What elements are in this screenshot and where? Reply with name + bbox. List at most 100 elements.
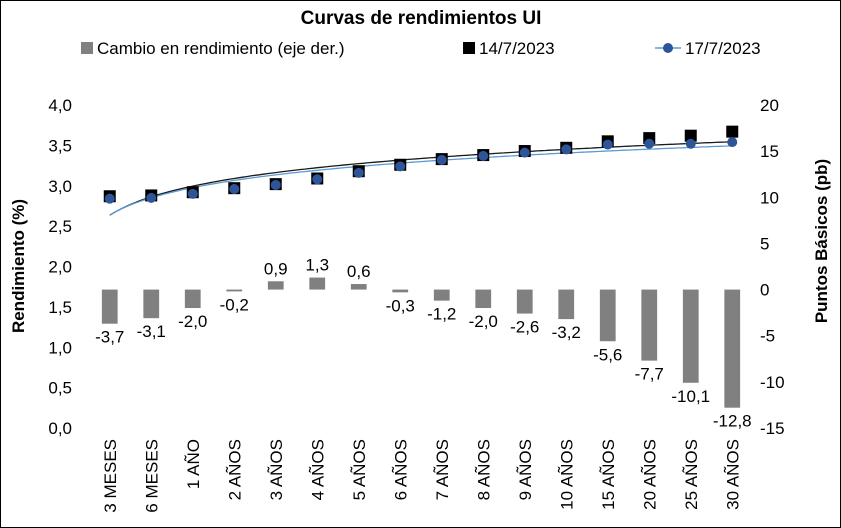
y-right-tick-label: 5	[760, 234, 769, 253]
bar	[267, 281, 284, 290]
x-category-label: 9 AÑOS	[516, 439, 535, 500]
bar	[516, 289, 533, 314]
marker-17-7	[312, 174, 323, 185]
legend-swatch-bar	[81, 42, 93, 54]
marker-17-7	[270, 179, 281, 190]
x-category-label: 6 AÑOS	[391, 439, 410, 500]
y-right-tick-label: 0	[760, 281, 769, 300]
y-left-tick-label: 3,0	[48, 177, 72, 196]
marker-17-7	[478, 150, 489, 161]
bar-data-label: 0,9	[264, 259, 288, 278]
bar-data-label: -3,7	[95, 328, 124, 347]
x-category-label: 15 AÑOS	[599, 439, 618, 510]
chart-title: Curvas de rendimientos UI	[301, 8, 542, 29]
bar-series	[101, 277, 741, 408]
bar	[641, 289, 658, 361]
marker-17-7	[395, 161, 406, 172]
y-right-tick-label: 10	[760, 188, 779, 207]
y-left-ticks: 0,0 0,5 1,0 1,5 2,0 2,5 3,0 3,5 4,0	[48, 96, 72, 438]
y-right-tick-label: 15	[760, 142, 779, 161]
bar	[475, 289, 492, 309]
legend: Cambio en rendimiento (eje der.) 14/7/20…	[81, 39, 761, 58]
y-left-axis-title: Rendimiento (%)	[9, 199, 28, 333]
y-right-tick-label: -10	[760, 373, 785, 392]
bar	[433, 289, 450, 301]
y-right-tick-label: 20	[760, 96, 779, 115]
bar	[392, 289, 409, 293]
bar-data-label: -2,0	[469, 312, 498, 331]
bar-data-label: -2,0	[178, 312, 207, 331]
x-category-label: 1 AÑO	[184, 439, 203, 489]
marker-17-7	[353, 167, 364, 178]
bar-data-label: -12,8	[713, 412, 752, 431]
marker-17-7	[519, 147, 530, 158]
y-right-axis-title: Puntos Básicos (pb)	[812, 159, 831, 323]
x-category-label: 25 AÑOS	[682, 439, 701, 510]
marker-17-7	[146, 192, 157, 203]
y-left-tick-label: 1,5	[48, 298, 72, 317]
trendlines	[109, 141, 733, 216]
legend-marker-17-7	[663, 43, 673, 53]
y-left-tick-label: 0,0	[48, 419, 72, 438]
x-category-label: 3 AÑOS	[267, 439, 286, 500]
bar-data-label: -10,1	[671, 387, 710, 406]
marker-14-7	[726, 125, 739, 138]
bar-data-label: -0,3	[386, 296, 415, 315]
x-axis-labels: 3 MESES 6 MESES 1 AÑO 2 AÑOS 3 AÑOS 4 AÑOS 5 A…	[101, 439, 743, 513]
marker-14-7	[684, 129, 697, 142]
bar	[309, 277, 326, 290]
x-category-label: 8 AÑOS	[474, 439, 493, 500]
x-category-label: 5 AÑOS	[350, 439, 369, 500]
legend-label-bar: Cambio en rendimiento (eje der.)	[97, 39, 345, 58]
bar	[143, 289, 160, 319]
x-category-label: 4 AÑOS	[308, 439, 327, 500]
marker-17-7	[727, 137, 738, 148]
x-category-label: 7 AÑOS	[433, 439, 452, 500]
trendline-14-7	[109, 141, 733, 216]
marker-17-7	[602, 139, 613, 150]
trendline-17-7	[109, 145, 733, 216]
y-left-tick-label: 1,0	[48, 338, 72, 357]
y-left-tick-label: 2,0	[48, 258, 72, 277]
x-category-label: 2 AÑOS	[225, 439, 244, 500]
marker-17-7	[229, 183, 240, 194]
bar-data-label: -3,2	[552, 323, 581, 342]
y-left-tick-label: 0,5	[48, 379, 72, 398]
marker-17-7	[561, 144, 572, 155]
bar-data-label: -7,7	[635, 365, 664, 384]
y-right-tick-label: -15	[760, 419, 785, 438]
marker-17-7	[104, 193, 115, 204]
bar-data-label: -5,6	[593, 345, 622, 364]
bar-data-label: 0,6	[347, 262, 371, 281]
bar-data-label: -2,6	[510, 318, 539, 337]
marker-17-7	[644, 138, 655, 149]
bar	[184, 289, 201, 309]
bar	[101, 289, 118, 324]
marker-17-7	[436, 154, 447, 165]
y-right-ticks: -15 -10 -5 0 5 10 15 20	[760, 96, 785, 438]
bar	[350, 284, 367, 290]
x-category-label: 3 MESES	[101, 439, 120, 513]
x-category-label: 10 AÑOS	[557, 439, 576, 510]
bar-data-labels: -3,7 -3,1 -2,0 -0,2 0,9 1,3 0,6 -0,3 -1,2 -2,0 -2,…	[95, 256, 752, 431]
scatter-markers	[103, 125, 739, 204]
bar-data-label: -3,1	[137, 322, 166, 341]
legend-swatch-14-7	[463, 42, 475, 54]
bar-data-label: -1,2	[427, 305, 456, 324]
x-category-label: 6 MESES	[142, 439, 161, 513]
y-left-tick-label: 2,5	[48, 217, 72, 236]
marker-17-7	[685, 138, 696, 149]
y-right-tick-label: -5	[760, 327, 775, 346]
bar-data-label: 1,3	[305, 256, 329, 275]
y-left-tick-label: 4,0	[48, 96, 72, 115]
bar-data-label: -0,2	[220, 295, 249, 314]
y-left-tick-label: 3,5	[48, 136, 72, 155]
bar	[226, 289, 243, 292]
legend-label-14-7: 14/7/2023	[479, 39, 555, 58]
bar	[724, 289, 741, 408]
marker-17-7	[187, 188, 198, 199]
legend-label-17-7: 17/7/2023	[685, 39, 761, 58]
bar	[558, 289, 575, 320]
